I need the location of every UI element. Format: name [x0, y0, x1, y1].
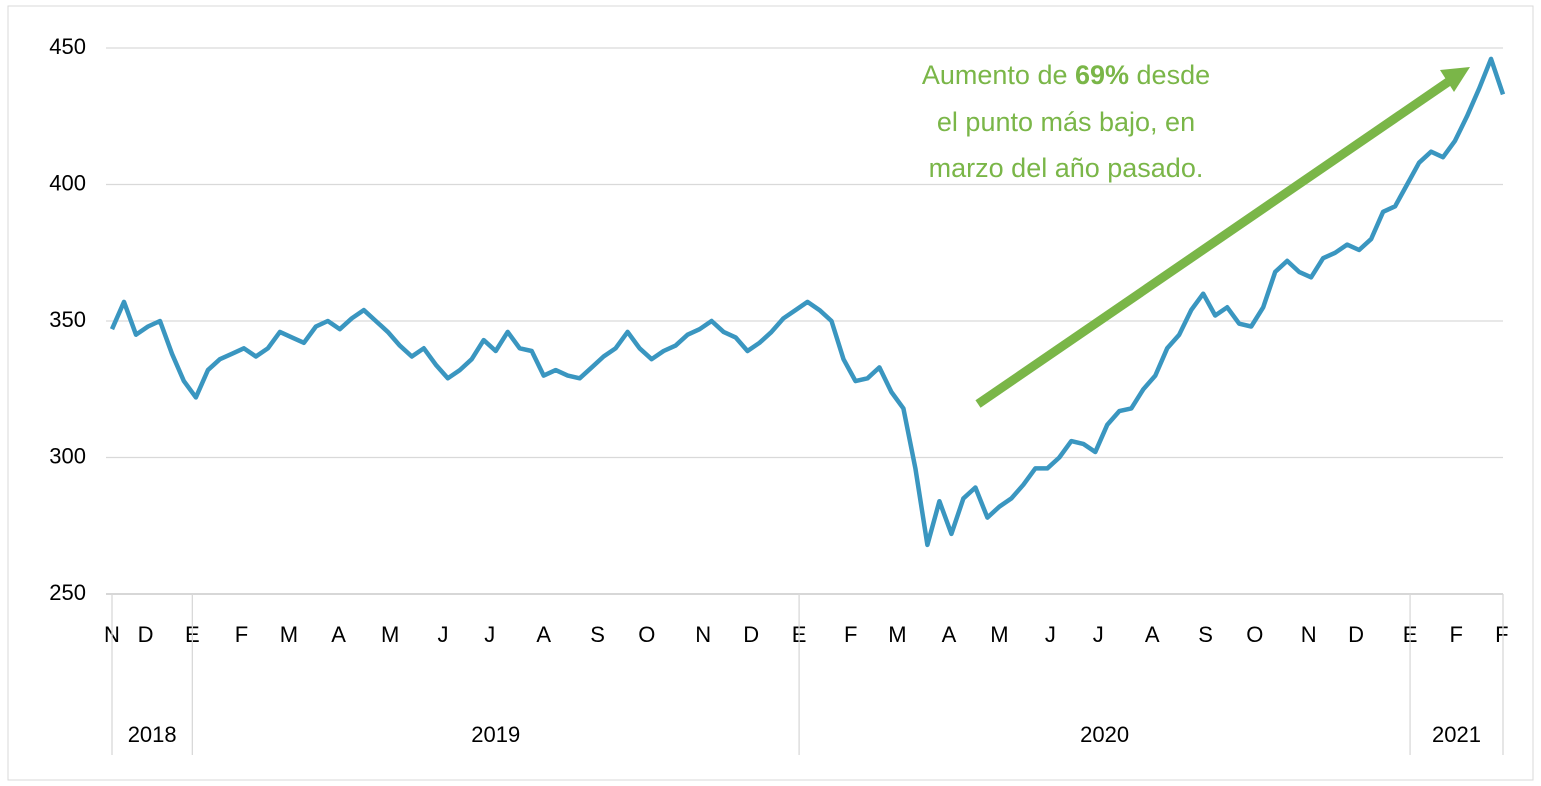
- x-tick-label: J: [1045, 622, 1056, 647]
- x-tick-label: D: [1348, 622, 1364, 647]
- annotation-arrow: [975, 78, 1451, 408]
- x-tick-label: M: [280, 622, 298, 647]
- y-tick-label: 250: [49, 580, 86, 605]
- x-tick-label: O: [1246, 622, 1263, 647]
- year-label: 2019: [471, 722, 520, 747]
- year-label: 2018: [128, 722, 177, 747]
- x-tick-label: J: [484, 622, 495, 647]
- x-tick-label: A: [1145, 622, 1160, 647]
- x-tick-label: F: [235, 622, 248, 647]
- chart-border: [7, 5, 1534, 781]
- annotation-arrowhead: [1440, 67, 1470, 92]
- y-tick-label: 300: [49, 443, 86, 468]
- x-tick-label: F: [844, 622, 857, 647]
- annotation-text: desde: [1129, 60, 1210, 90]
- annotation-text: el punto más bajo, en: [937, 107, 1195, 137]
- y-tick-label: 450: [49, 34, 86, 59]
- y-tick-label: 400: [49, 170, 86, 195]
- x-tick-label: M: [381, 622, 399, 647]
- x-tick-label: O: [638, 622, 655, 647]
- annotation-bold: 69%: [1075, 60, 1129, 90]
- y-tick-label: 350: [49, 307, 86, 332]
- x-tick-label: A: [536, 622, 551, 647]
- x-tick-label: N: [1301, 622, 1317, 647]
- x-tick-label: J: [1093, 622, 1104, 647]
- line-series: [109, 56, 1506, 548]
- x-tick-label: S: [1198, 622, 1213, 647]
- x-tick-label: A: [942, 622, 957, 647]
- x-tick-label: F: [1495, 622, 1508, 647]
- x-tick-label: A: [331, 622, 346, 647]
- annotation: Aumento de 69% desde: [922, 60, 1210, 90]
- annotation-text: marzo del año pasado.: [929, 153, 1204, 183]
- x-tick-label: D: [743, 622, 759, 647]
- year-label: 2020: [1080, 722, 1129, 747]
- x-tick-label: D: [138, 622, 154, 647]
- x-tick-label: S: [590, 622, 605, 647]
- x-tick-label: N: [695, 622, 711, 647]
- year-label: 2021: [1432, 722, 1481, 747]
- annotation-text: Aumento de: [922, 60, 1075, 90]
- x-tick-label: J: [437, 622, 448, 647]
- x-tick-label: M: [888, 622, 906, 647]
- x-tick-label: M: [990, 622, 1008, 647]
- x-tick-label: F: [1450, 622, 1463, 647]
